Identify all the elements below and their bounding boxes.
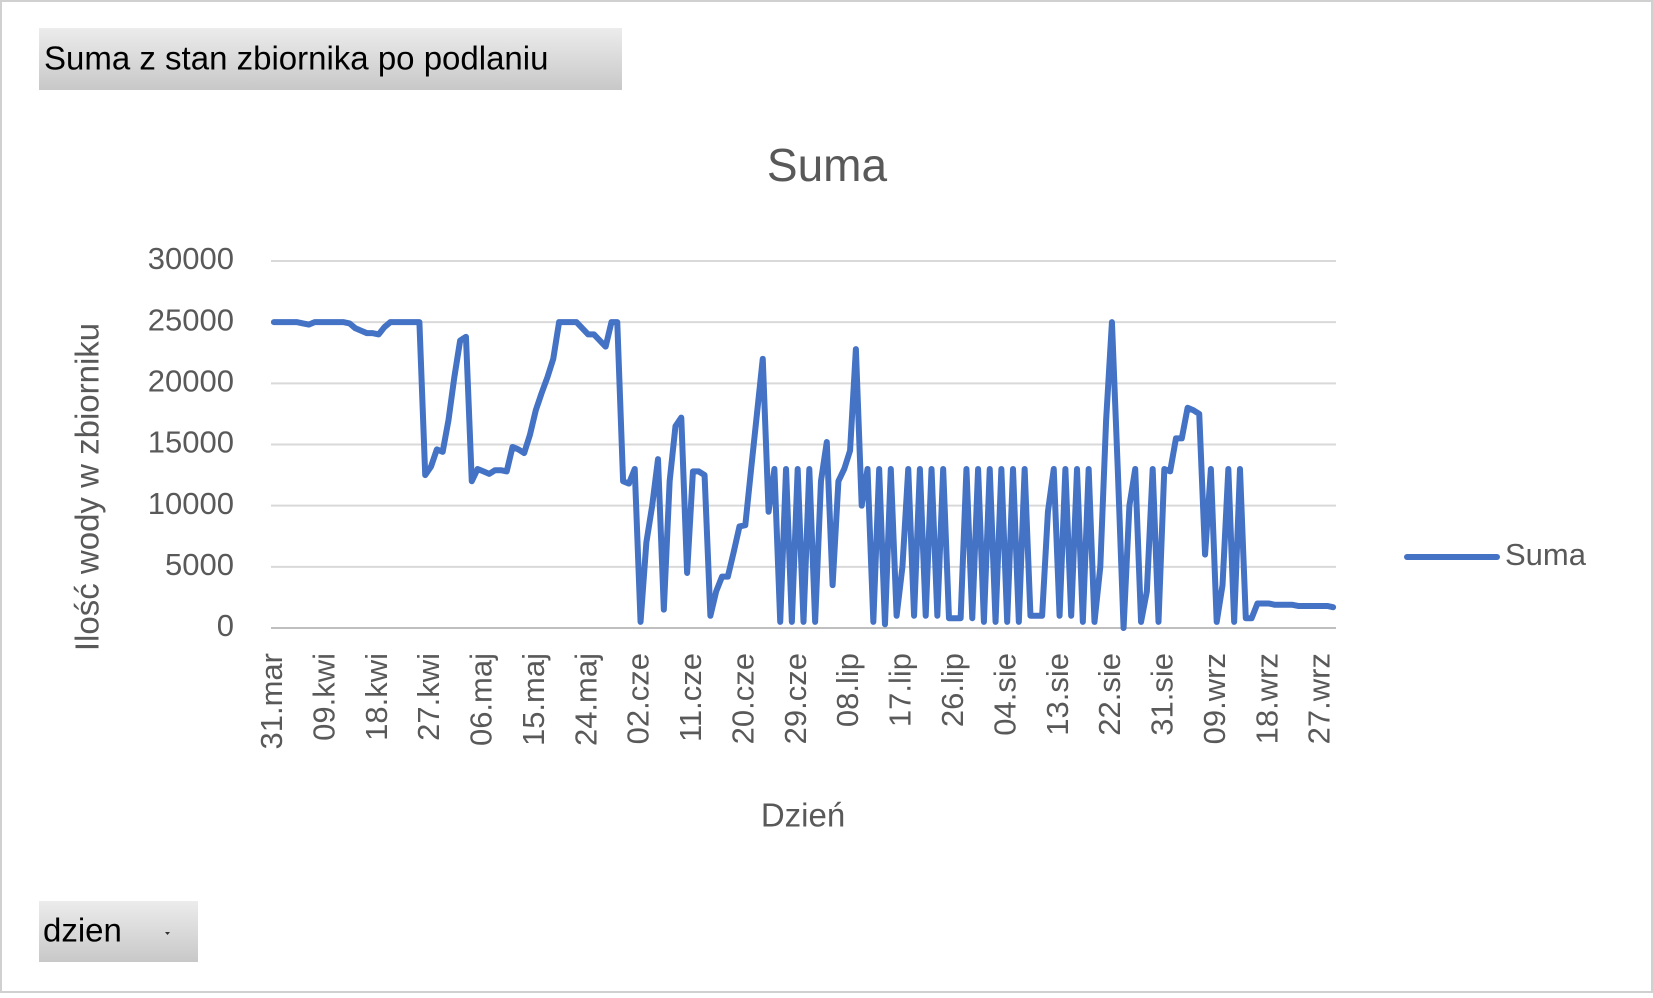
- x-tick-label: 18.wrz: [1249, 653, 1284, 744]
- x-tick-label: 22.sie: [1092, 653, 1127, 736]
- y-tick-label: 5000: [165, 547, 234, 582]
- button-bg: [39, 28, 622, 90]
- x-tick-label: 09.kwi: [306, 653, 341, 741]
- x-tick-label: 29.cze: [778, 653, 813, 744]
- data-line: [270, 319, 1337, 631]
- y-tick-label: 25000: [148, 302, 234, 337]
- x-tick-label: 27.wrz: [1302, 653, 1337, 744]
- y-tick-label: 20000: [148, 364, 234, 399]
- y-tick-label: 0: [217, 608, 234, 643]
- x-tick-label: 11.cze: [673, 653, 708, 742]
- button-bg: [39, 901, 198, 962]
- dropdown-arrow: [165, 932, 170, 935]
- x-tick-label: 13.sie: [1040, 653, 1075, 736]
- legend-label: Suma: [1505, 537, 1587, 572]
- x-tick-label: 06.maj: [464, 653, 499, 746]
- x-tick-label: 04.sie: [987, 653, 1022, 736]
- x-tick-label: 20.cze: [725, 653, 760, 744]
- x-tick-label: 31.mar: [254, 653, 289, 749]
- x-tick-label: 17.lip: [883, 653, 918, 727]
- x-tick-label: 24.maj: [568, 653, 603, 746]
- x-tick-label: 27.kwi: [411, 653, 446, 741]
- button-label: Suma z stan zbiornika po podlaniu: [44, 40, 548, 77]
- y-tick-label: 30000: [148, 241, 234, 276]
- axis-field-button[interactable]: dzien: [39, 901, 198, 962]
- x-tick-label: 26.lip: [935, 653, 970, 727]
- chart-title: Suma: [767, 139, 888, 191]
- x-tick-label: 09.wrz: [1197, 653, 1232, 744]
- x-tick-label: 18.kwi: [359, 653, 394, 741]
- y-tick-label: 10000: [148, 486, 234, 521]
- x-tick-label: 31.sie: [1145, 653, 1180, 736]
- value-field-button[interactable]: Suma z stan zbiornika po podlaniu: [39, 28, 622, 90]
- x-axis-title: Dzień: [761, 797, 845, 834]
- x-tick-label: 08.lip: [830, 653, 865, 727]
- button-label: dzien: [43, 912, 122, 949]
- y-axis-title: Ilość wody w zbiorniku: [69, 323, 106, 651]
- y-tick-label: 15000: [148, 425, 234, 460]
- x-tick-label: 15.maj: [516, 653, 551, 746]
- x-tick-label: 02.cze: [621, 653, 656, 744]
